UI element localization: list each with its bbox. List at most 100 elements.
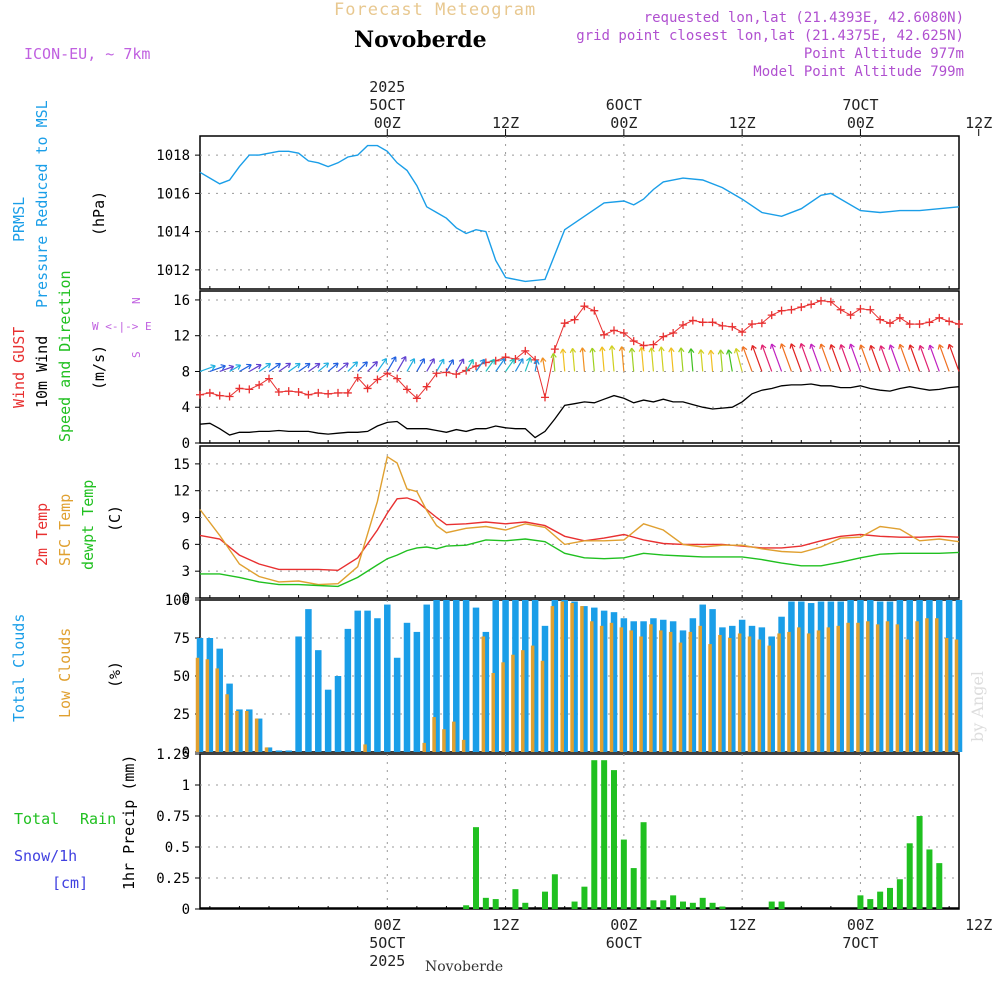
low-cloud-bar xyxy=(511,654,515,752)
total-cloud-bar xyxy=(798,601,805,752)
bottom-hour-label: 12Z xyxy=(965,916,992,934)
gust-marker xyxy=(895,313,904,322)
y-tick-label: 15 xyxy=(173,457,190,473)
wind-arrow-head xyxy=(295,362,301,369)
total-cloud-bar xyxy=(581,606,588,752)
total-cloud-bar xyxy=(827,601,835,752)
rain-label: Rain xyxy=(80,810,117,828)
wind-arrow-shaft xyxy=(317,362,329,372)
gust-marker xyxy=(393,374,402,383)
precip-bar xyxy=(630,868,637,909)
gust-marker xyxy=(422,382,431,391)
total-cloud-bar xyxy=(906,600,913,752)
low-cloud-bar xyxy=(570,603,574,752)
wind-arrow-head xyxy=(658,346,665,352)
low-cloud-bar xyxy=(708,644,712,752)
wind-direction-arrow xyxy=(524,357,533,372)
total-cloud-bar xyxy=(462,600,470,752)
wind-arrow-shaft xyxy=(710,350,714,372)
low-cloud-bar xyxy=(254,718,259,752)
wind-arrow-head xyxy=(468,358,474,365)
wind-direction-arrow xyxy=(678,347,685,372)
bottom-hour-label: 12Z xyxy=(729,916,756,934)
precip-bar xyxy=(660,900,667,909)
model-altitude: Model Point Altitude 799m xyxy=(753,64,964,80)
wind-arrow-head xyxy=(688,348,695,354)
wind-arrow-shaft xyxy=(840,344,852,372)
gust-marker xyxy=(304,390,313,399)
precip-bar xyxy=(857,895,864,909)
wind-direction-arrow xyxy=(533,359,540,372)
low-cloud-bar xyxy=(481,636,486,752)
wind-arrow-head xyxy=(499,358,506,364)
gust-marker xyxy=(334,388,342,397)
wind-arrow-head xyxy=(579,347,586,353)
wind-arrow-head xyxy=(618,346,626,352)
wind-direction-arrow xyxy=(628,347,636,372)
wind-direction-arrow xyxy=(445,359,455,372)
gust-marker xyxy=(580,302,589,311)
wind-arrow-shaft xyxy=(357,361,368,372)
y-tick-label: 25 xyxy=(173,707,190,723)
gust-marker xyxy=(521,346,530,355)
wind-arrow-shaft xyxy=(416,358,425,372)
low-cloud-bar xyxy=(826,627,831,752)
gust-marker xyxy=(669,329,678,338)
gust-marker xyxy=(797,303,806,312)
wind-arrow-head xyxy=(372,361,378,367)
wind-arrow-head xyxy=(707,349,715,355)
wind-arrow-head xyxy=(848,343,855,350)
low-cloud-bar xyxy=(757,639,762,752)
total-cloud-bar xyxy=(443,600,450,752)
wind-arrow-shaft xyxy=(650,347,655,372)
wind-direction-arrow xyxy=(733,348,743,372)
low-cloud-bar xyxy=(540,660,545,752)
wind-direction-arrow xyxy=(317,362,330,372)
wind-arrow-shaft xyxy=(591,348,595,372)
wind-direction-arrow xyxy=(688,348,695,372)
wind-arrow-head xyxy=(391,356,397,362)
panel-frame-1 xyxy=(199,135,960,290)
total-cloud-bar xyxy=(600,610,608,752)
wind-arrow-head xyxy=(323,362,330,368)
total-cloud-bar xyxy=(384,604,391,752)
precip-bar xyxy=(482,897,489,909)
low-cloud-bar xyxy=(895,624,900,752)
wind-arrow-shaft xyxy=(396,356,407,372)
wind-arrow-head xyxy=(726,349,733,355)
wind-direction-arrow xyxy=(376,358,388,372)
wind-arrow-head xyxy=(458,358,465,364)
wind-arrow-head xyxy=(438,358,445,365)
wind-arrow-shaft xyxy=(209,365,226,373)
gust-marker xyxy=(403,385,411,394)
wind-arrow-shaft xyxy=(621,346,625,372)
wind-direction-arrow xyxy=(357,361,368,372)
wind-arrow-head xyxy=(210,364,216,371)
total-cloud-bar xyxy=(817,601,825,752)
wind-direction-arrow xyxy=(569,347,577,372)
wind-arrow-shaft xyxy=(820,343,832,372)
precip-bar xyxy=(916,816,923,909)
wind-direction-arrow xyxy=(288,362,301,372)
wind-arrow-shaft xyxy=(771,343,783,372)
low-cloud-bar xyxy=(816,630,821,752)
bottom-hour-label: 12Z xyxy=(492,916,519,934)
total-cloud-bar xyxy=(689,618,697,752)
wind-arrow-shaft xyxy=(889,344,901,372)
low-cloud-bar xyxy=(649,624,653,752)
total-cloud-bar xyxy=(669,621,677,752)
total-cloud-bar xyxy=(512,600,519,752)
total-cloud-bar xyxy=(719,627,726,752)
wind-direction-arrow xyxy=(550,353,557,372)
low-cloud-bar xyxy=(866,621,870,752)
gust-marker xyxy=(452,370,461,379)
low-cloud-bar xyxy=(688,631,693,752)
wind-arrow-head xyxy=(401,356,407,362)
total-cloud-bar xyxy=(531,600,539,752)
wind-direction-arrow xyxy=(268,362,281,372)
wind-arrow-head xyxy=(741,346,748,352)
location-title: Novoberde xyxy=(354,27,487,53)
gust-marker xyxy=(718,321,727,330)
total-cloud-bar xyxy=(561,600,568,752)
